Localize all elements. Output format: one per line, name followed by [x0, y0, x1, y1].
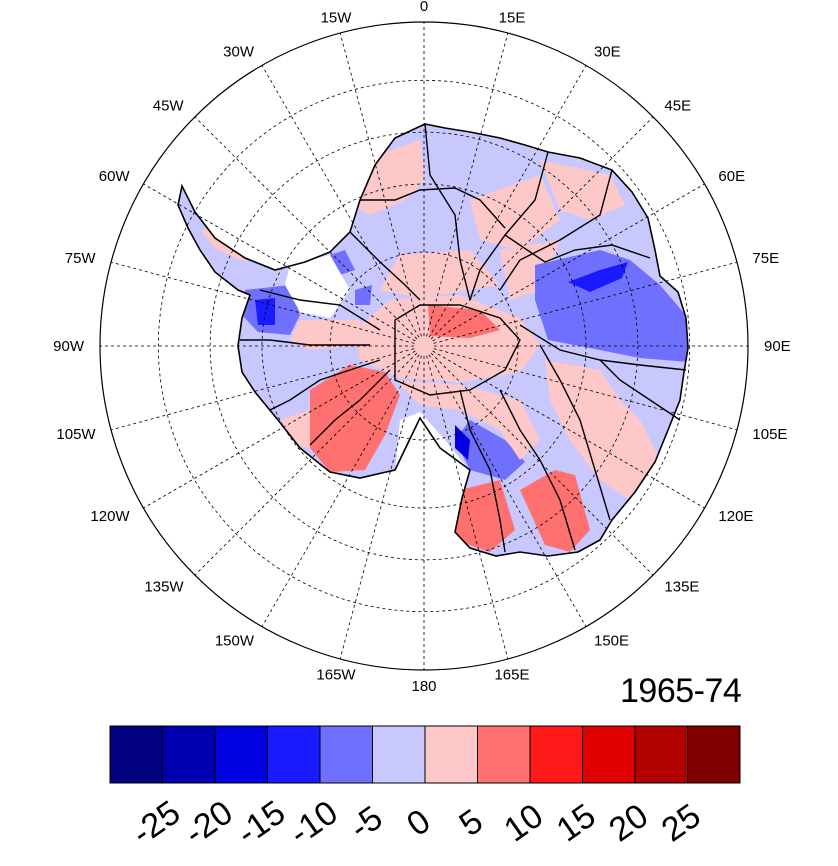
meridian-line — [433, 261, 738, 344]
field-region — [500, 240, 560, 300]
meridian-line — [194, 352, 418, 576]
longitude-label: 60W — [99, 168, 131, 185]
longitude-label: 0 — [420, 0, 428, 15]
field-region — [455, 425, 470, 460]
longitude-label: 15E — [499, 10, 526, 27]
meridian-line — [432, 350, 705, 509]
colorbar-box — [214, 725, 268, 784]
longitude-label: 90W — [53, 338, 85, 355]
field-region — [428, 305, 500, 338]
colorbar-tick-label: -15 — [230, 793, 292, 852]
colorbar-box — [319, 725, 373, 784]
colorbar-box — [267, 725, 321, 784]
colorbar-tick-label: -5 — [343, 799, 390, 847]
longitude-label: 180 — [411, 678, 436, 695]
colorbar-tick-label: 5 — [453, 802, 490, 844]
colorbar-box — [687, 725, 741, 784]
meridian-line — [430, 116, 654, 340]
meridian-line — [110, 261, 415, 344]
colorbar-tick-label: 20 — [602, 797, 655, 850]
longitude-label: 150W — [215, 632, 255, 649]
meridian-line — [426, 32, 509, 337]
field-region — [455, 480, 515, 552]
longitude-label: 45E — [664, 98, 691, 115]
longitude-label: 135W — [144, 578, 184, 595]
latitude-circle — [329, 251, 519, 441]
meridian-line — [194, 116, 418, 340]
latitude-circle — [209, 131, 639, 561]
field-region — [380, 250, 500, 298]
longitude-label: 120W — [90, 508, 130, 525]
field-region — [355, 285, 372, 305]
field-region — [310, 365, 400, 472]
field-region — [395, 380, 540, 460]
colorbar-tick-label: -25 — [125, 793, 187, 852]
longitude-label: 60E — [718, 168, 745, 185]
field-region — [605, 365, 684, 400]
field-region — [545, 360, 660, 500]
meridian-line — [428, 354, 587, 627]
meridian-line — [430, 352, 654, 576]
meridian-line — [433, 348, 738, 431]
longitude-label: 30W — [223, 44, 255, 61]
colorbar-tick-label: 25 — [655, 797, 708, 850]
colorbar-labels: -25-20-15-10-5 0 5 10 15 20 25 — [125, 793, 707, 852]
lat-lon-grid — [100, 22, 748, 670]
longitude-label: 120E — [718, 508, 753, 525]
field-region — [280, 410, 310, 448]
longitude-label: 105W — [56, 426, 96, 443]
meridian-line — [432, 183, 705, 342]
meridian-line — [339, 355, 422, 660]
colorbar-box — [109, 725, 163, 784]
basin-boundaries — [240, 123, 687, 553]
longitude-label: 105E — [752, 426, 787, 443]
colorbar-boxes — [109, 725, 741, 784]
map-boundary — [99, 21, 749, 671]
colorbar-box — [582, 725, 636, 784]
latitude-circle — [157, 79, 691, 613]
field-region — [255, 298, 275, 325]
field-region — [568, 262, 628, 292]
meridian-line — [426, 355, 509, 660]
colorbar-box — [529, 725, 583, 784]
period-label: 1965-74 — [620, 672, 742, 710]
longitude-label: 165E — [494, 666, 529, 683]
longitude-label: 75W — [65, 250, 97, 267]
meridian-line — [428, 65, 587, 338]
field-region — [540, 160, 625, 220]
meridian-line — [110, 348, 415, 431]
field-region — [285, 255, 350, 318]
meridian-line — [261, 65, 420, 338]
colorbar-tick-label: -20 — [178, 793, 240, 852]
colorbar-tick-label: 10 — [497, 797, 550, 850]
longitude-label: 135E — [664, 578, 699, 595]
meridian-line — [339, 32, 422, 337]
colorbar-box — [477, 725, 531, 784]
colorbar-tick-label: 0 — [400, 802, 437, 844]
meridian-line — [143, 183, 416, 342]
field-region — [330, 250, 355, 275]
polar-map: 0 15E 30E 45E 60E 75E 90E 105E 120E 135E 150E 165E 1… — [53, 0, 791, 695]
colorbar-box — [634, 725, 688, 784]
field-region — [535, 250, 688, 362]
meridian-line — [143, 350, 416, 509]
longitude-label: 90E — [764, 338, 791, 355]
meridian-line — [261, 354, 420, 627]
colorbar-tick-label: 15 — [550, 797, 603, 850]
longitude-label: 15W — [321, 10, 353, 27]
colorbar-box — [372, 725, 426, 784]
longitude-label: 30E — [594, 44, 621, 61]
colorbar-box — [424, 725, 478, 784]
colorbar-tick-label: -10 — [283, 793, 345, 852]
longitude-label: 45W — [153, 98, 185, 115]
field-region — [290, 320, 360, 350]
field-region — [470, 175, 560, 250]
longitude-label: 150E — [594, 632, 629, 649]
longitude-labels: 0 15E 30E 45E 60E 75E 90E 105E 120E 135E 150E 165E 1… — [53, 0, 791, 695]
longitude-label: 165W — [316, 666, 356, 683]
field-region — [520, 470, 590, 552]
colorbar-box — [162, 725, 216, 784]
longitude-label: 75E — [752, 250, 779, 267]
